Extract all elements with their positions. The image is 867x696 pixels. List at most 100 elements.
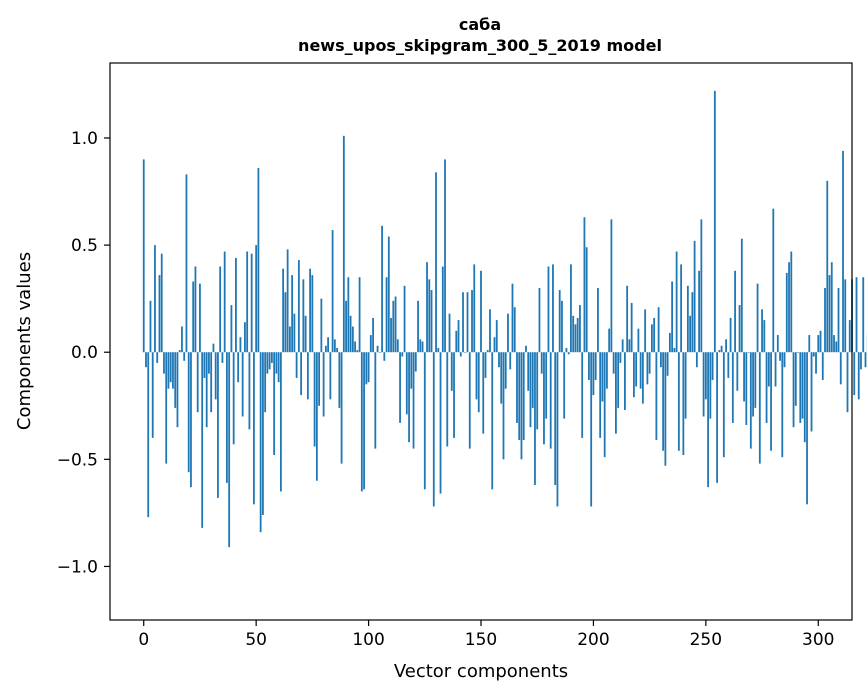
bar — [450, 352, 453, 391]
bar — [511, 283, 514, 353]
bar — [367, 352, 370, 383]
bar — [563, 352, 566, 419]
bar — [331, 230, 334, 353]
bar — [637, 328, 640, 353]
bar — [556, 352, 559, 507]
bar — [722, 352, 725, 458]
bar — [156, 352, 159, 363]
bar — [363, 352, 365, 490]
bar — [212, 343, 215, 353]
bar — [338, 352, 341, 408]
bar — [808, 335, 811, 353]
bar — [621, 339, 624, 353]
bar — [590, 352, 593, 507]
bar — [241, 352, 244, 417]
bar — [217, 352, 219, 498]
bar — [522, 352, 525, 441]
bar — [747, 352, 750, 353]
bar — [187, 352, 190, 473]
bar — [178, 350, 181, 353]
bar — [725, 339, 727, 353]
bar — [673, 347, 676, 353]
bar — [244, 322, 246, 353]
bar — [529, 352, 532, 428]
bar — [489, 309, 491, 353]
bar — [311, 275, 314, 353]
bar — [444, 159, 446, 353]
bar — [421, 341, 424, 353]
bar — [374, 352, 377, 449]
bar — [201, 352, 204, 528]
bar — [606, 352, 608, 389]
bar — [727, 352, 730, 378]
bar — [210, 352, 213, 413]
bar — [151, 352, 154, 438]
bar — [273, 352, 276, 456]
bar — [570, 264, 572, 353]
bar — [680, 264, 683, 353]
bar — [547, 266, 550, 353]
bar — [702, 352, 705, 417]
bar — [684, 352, 687, 419]
bar — [817, 335, 820, 353]
y-tick-label: 0.5 — [71, 236, 98, 256]
bar — [345, 300, 347, 353]
bar — [466, 292, 469, 353]
bar — [192, 281, 195, 353]
bar — [686, 285, 689, 353]
bar — [752, 352, 754, 417]
bar — [830, 262, 833, 353]
bar — [552, 264, 554, 353]
bar — [844, 279, 847, 353]
bar — [853, 352, 856, 396]
bar — [650, 324, 653, 353]
bar — [232, 352, 235, 445]
bar — [237, 352, 240, 383]
bar — [738, 305, 741, 353]
bar — [293, 313, 296, 353]
bar — [776, 335, 779, 353]
bar — [437, 347, 440, 353]
bar — [426, 262, 428, 353]
bar — [408, 352, 410, 443]
bar — [378, 352, 381, 353]
y-tick-label: −1.0 — [57, 557, 98, 577]
bar — [419, 339, 422, 353]
bar — [405, 352, 408, 415]
bar — [608, 328, 611, 353]
bar — [774, 352, 777, 387]
bar — [846, 352, 849, 413]
bar — [617, 352, 620, 408]
bar — [349, 315, 352, 353]
bar — [288, 326, 291, 353]
bar — [354, 341, 356, 353]
bar — [306, 352, 309, 400]
bar — [322, 352, 325, 417]
bar — [165, 352, 168, 464]
bar — [527, 352, 530, 391]
bar — [239, 337, 242, 353]
bar — [785, 272, 788, 353]
bar — [360, 352, 363, 492]
bar — [504, 352, 507, 389]
bar — [826, 180, 829, 353]
bar — [626, 285, 629, 353]
bar — [516, 352, 518, 423]
bar — [396, 339, 399, 353]
bar — [812, 352, 815, 357]
bar — [459, 352, 462, 357]
bar — [630, 302, 633, 353]
bar — [761, 309, 763, 353]
bar — [482, 352, 485, 434]
bar — [682, 352, 685, 456]
bar — [799, 352, 802, 423]
bar — [327, 337, 329, 353]
bar — [803, 352, 806, 443]
bar — [857, 352, 860, 400]
bar — [502, 352, 505, 460]
bar — [279, 352, 282, 492]
bar — [228, 352, 231, 548]
bar — [545, 352, 548, 419]
bar — [639, 352, 642, 389]
